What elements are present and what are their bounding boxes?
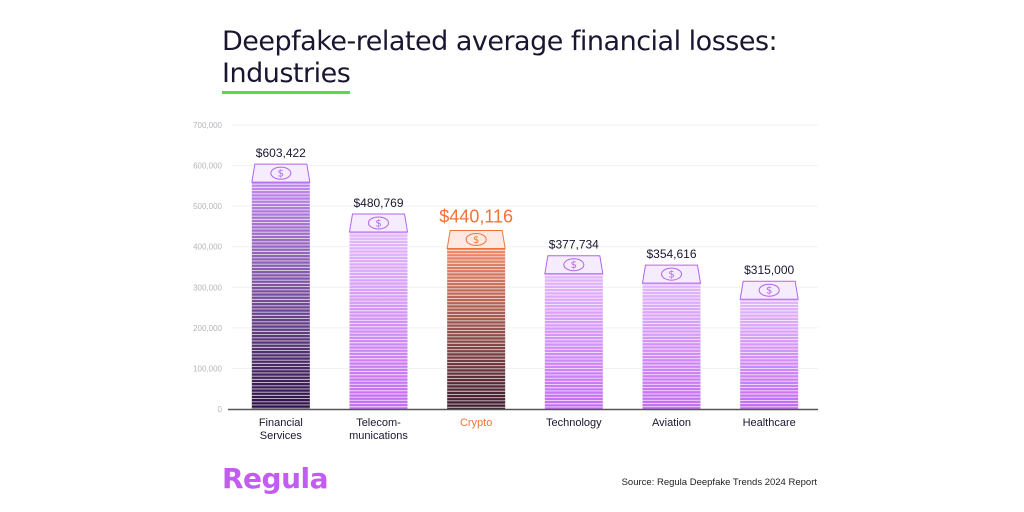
banknote-icon [641, 264, 702, 284]
bar [447, 248, 506, 409]
dollar-sign-icon: $ [473, 235, 479, 246]
x-tick-label: Healthcare [743, 417, 796, 429]
bar-group: $ $440,116 Crypto [439, 206, 513, 429]
y-tick-label: 200,000 [193, 324, 222, 333]
value-label: $354,616 [646, 247, 696, 261]
bar-group: $ $480,769 Telecom-munications [348, 196, 409, 442]
x-tick-label: Aviation [652, 417, 691, 429]
dollar-coin-icon [758, 283, 780, 297]
value-label: $480,769 [353, 196, 403, 210]
value-label: $315,000 [744, 263, 794, 277]
bar-group: $ $354,616 Aviation [641, 247, 702, 429]
y-tick-label: 300,000 [193, 283, 222, 292]
regula-logo: Regula [222, 462, 329, 495]
y-tick-label: 500,000 [193, 202, 222, 211]
x-tick-label: Telecom- [356, 417, 401, 429]
banknote-icon [446, 229, 506, 249]
bar [251, 182, 310, 409]
value-label: $440,116 [439, 206, 513, 226]
source-note: Source: Regula Deepfake Trends 2024 Repo… [621, 477, 817, 488]
dollar-sign-icon: $ [375, 218, 381, 229]
x-tick-label: Services [260, 430, 303, 442]
bar-group: $ $315,000 Healthcare [739, 263, 799, 429]
x-tick-label: Financial [259, 417, 303, 429]
y-tick-label: 400,000 [193, 243, 222, 252]
bar [544, 273, 603, 409]
bar [740, 299, 799, 409]
y-tick-label: 700,000 [193, 121, 222, 130]
x-tick-label: Technology [546, 417, 602, 429]
banknote-icon [348, 213, 409, 233]
x-tick-label: Crypto [460, 417, 492, 429]
dollar-coin-icon [368, 216, 389, 230]
y-tick-label: 100,000 [193, 364, 222, 373]
dollar-coin-icon [563, 258, 585, 272]
dollar-coin-icon [465, 232, 487, 246]
banknote-icon [739, 280, 799, 300]
y-tick-label: 0 [218, 405, 223, 414]
x-tick-label: munications [349, 430, 408, 442]
banknote-icon [544, 255, 604, 275]
title-line-2: Industries [222, 58, 351, 94]
title-line-1: Deepfake-related average financial losse… [222, 26, 778, 57]
dollar-sign-icon: $ [571, 260, 577, 271]
dollar-sign-icon: $ [766, 286, 772, 297]
bar-group: $ $377,734 Technology [544, 238, 604, 429]
dollar-coin-icon [661, 267, 682, 281]
value-label: $603,422 [256, 146, 306, 160]
y-tick-label: 600,000 [193, 162, 222, 171]
banknote-icon [251, 163, 311, 183]
dollar-sign-icon: $ [278, 169, 284, 180]
dollar-sign-icon: $ [668, 270, 674, 281]
chart-title: Deepfake-related average financial losse… [222, 26, 778, 94]
dollar-coin-icon [270, 166, 292, 180]
value-label: $377,734 [549, 238, 599, 252]
